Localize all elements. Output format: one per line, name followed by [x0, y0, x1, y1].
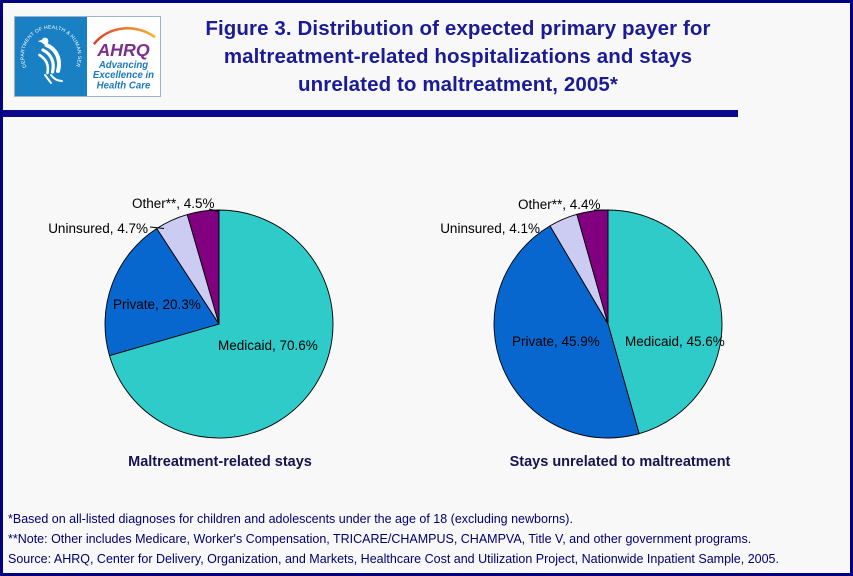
pie-label-other-1: Other**, 4.4%: [518, 197, 601, 212]
figure-title-line-1: Figure 3. Distribution of expected prima…: [205, 17, 711, 40]
pie-label-other-0: Other**, 4.5%: [132, 196, 215, 211]
footnotes: *Based on all-listed diagnoses for child…: [8, 509, 850, 569]
footnote-source: Source: AHRQ, Center for Delivery, Organ…: [8, 552, 779, 566]
ahrq-tagline-line: Excellence in: [93, 70, 154, 81]
pie-label-uninsured-1: Uninsured, 4.1%: [440, 221, 540, 236]
ahrq-logo-icon: AHRQ Advancing Excellence in Health Care: [92, 27, 156, 92]
ahrq-hhs-logo: DEPARTMENT OF HEALTH & HUMAN SERVICES • …: [13, 13, 161, 97]
figure-title-line-3: unrelated to maltreatment, 2005*: [298, 73, 618, 96]
pie-leader-line-uninsured-0: [149, 226, 165, 229]
figure-title: Figure 3. Distribution of expected prima…: [158, 15, 758, 99]
ahrq-tagline-line: Advancing: [98, 60, 148, 71]
pie-label-private-1: Private, 45.9%: [512, 334, 600, 349]
footnote-based-on: *Based on all-listed diagnoses for child…: [8, 512, 573, 526]
pie-slice-other-0: [186, 209, 220, 325]
pie-charts-svg: Medicaid, 70.6% Private, 20.3% Uninsured, …: [48, 196, 725, 439]
pie-slice-medicaid-0: [108, 209, 334, 439]
pie-slice-medicaid-1: [607, 209, 723, 435]
pie-label-uninsured-0: Uninsured, 4.7%: [48, 221, 148, 236]
ahrq-arc-icon: [92, 27, 156, 45]
hhs-logo: DEPARTMENT OF HEALTH & HUMAN SERVICES • …: [13, 13, 87, 96]
footnote-other-note: **Note: Other includes Medicare, Worker'…: [8, 532, 752, 546]
pie-label-medicaid-0: Medicaid, 70.6%: [218, 338, 318, 353]
caption-maltreatment-related-stays: Maltreatment-related stays: [128, 454, 312, 470]
pie-label-private-0: Private, 20.3%: [113, 297, 201, 312]
header-divider-bar: [3, 110, 738, 117]
pie-slice-other-1: [576, 209, 609, 325]
ahrq-wordmark: AHRQ: [96, 40, 149, 60]
caption-stays-unrelated-to-maltreatment: Stays unrelated to maltreatment: [509, 454, 731, 470]
pie-label-medicaid-1: Medicaid, 45.6%: [625, 334, 725, 349]
ahrq-tagline-line: Health Care: [97, 81, 151, 92]
pie-leader-line-other-0: [208, 208, 219, 212]
figure-title-line-2: maltreatment-related hospitalizations an…: [223, 45, 693, 68]
ahrq-logo: AHRQ Advancing Excellence in Health Care: [87, 17, 160, 96]
hhs-eagle-icon: DEPARTMENT OF HEALTH & HUMAN SERVICES • …: [13, 13, 82, 84]
pie-slice-private-1: [493, 225, 640, 439]
pie-slice-private-0: [104, 227, 220, 357]
